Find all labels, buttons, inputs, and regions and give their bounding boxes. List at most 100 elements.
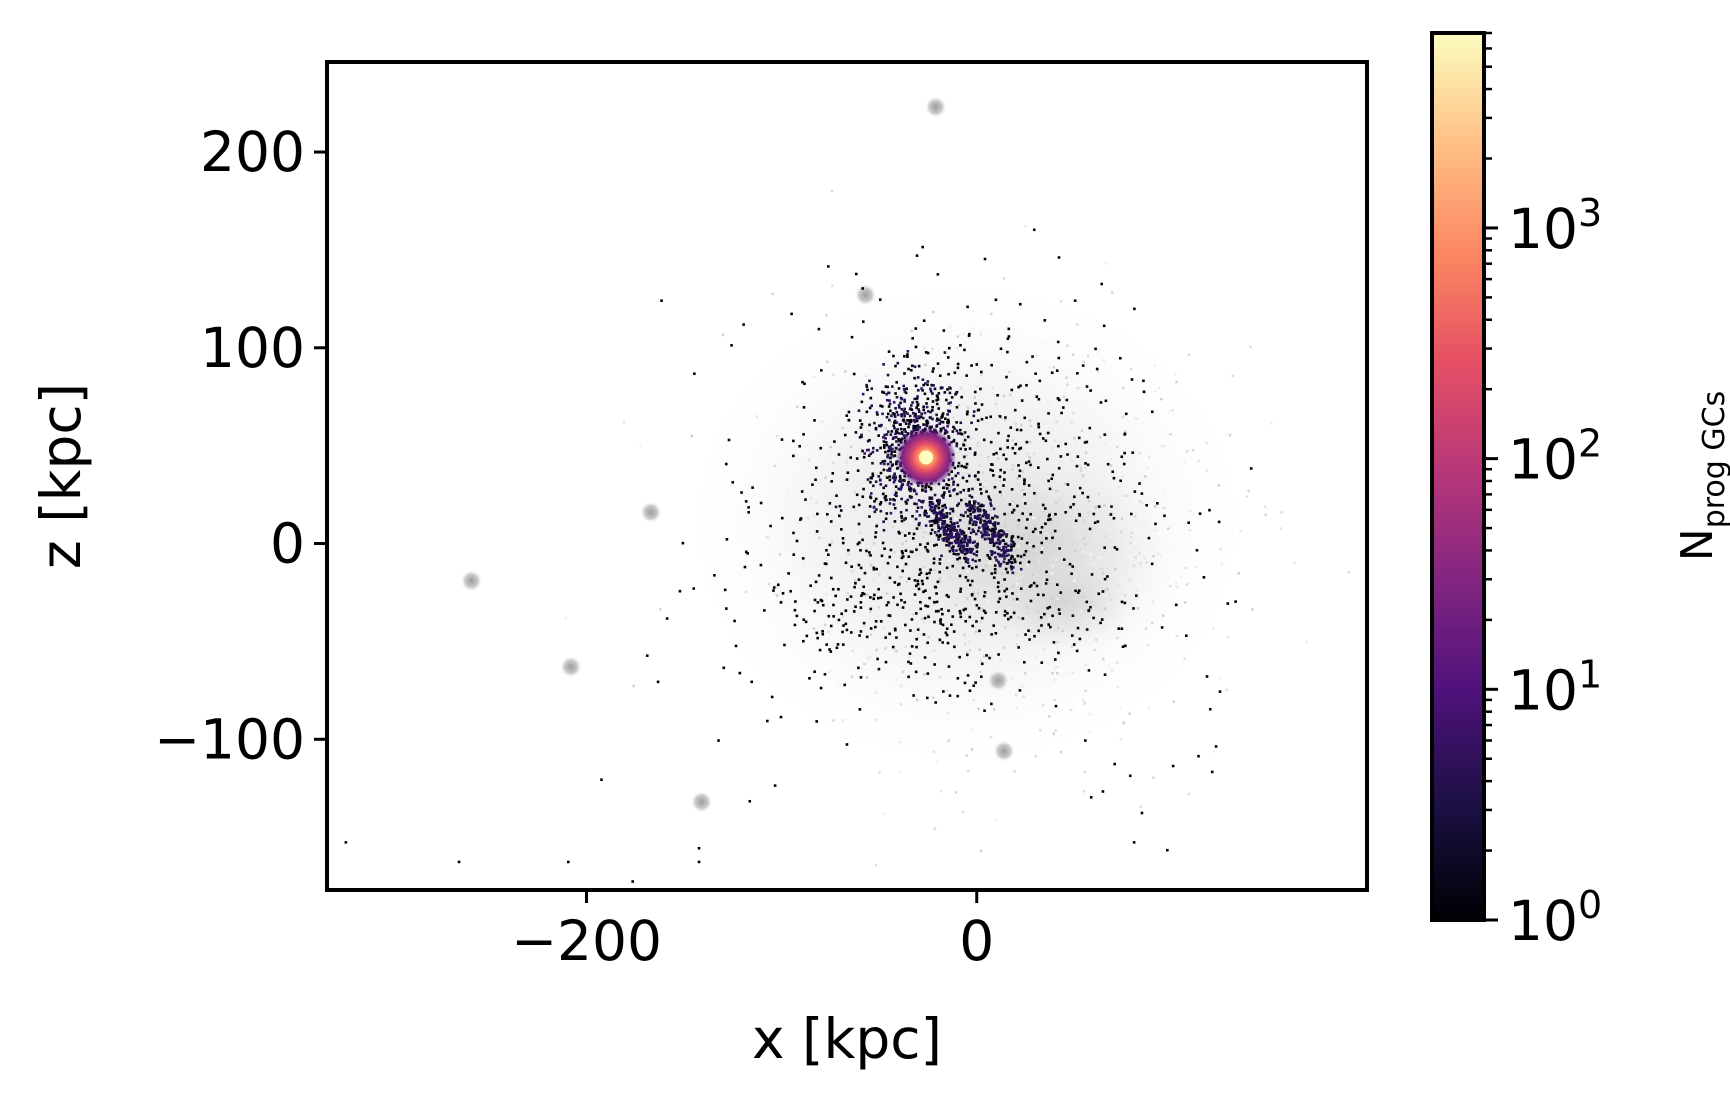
scatter-point <box>942 493 946 497</box>
scatter-point <box>819 446 823 450</box>
scatter-point <box>888 399 891 402</box>
scatter-point <box>1007 544 1010 548</box>
scatter-point <box>833 440 836 443</box>
halo-pixel <box>845 460 848 464</box>
scatter-point <box>834 594 837 598</box>
scatter-point <box>1043 319 1047 322</box>
halo-pixel <box>1031 566 1035 570</box>
halo-pixel <box>1055 458 1058 462</box>
scatter-point <box>906 412 909 415</box>
scatter-point <box>861 538 864 542</box>
halo-pixel <box>947 546 951 550</box>
scatter-point <box>924 589 927 592</box>
scatter-point <box>990 702 993 706</box>
halo-pixel <box>969 449 973 452</box>
scatter-point <box>882 436 885 439</box>
scatter-point <box>1120 627 1124 630</box>
scatter-point <box>838 504 842 508</box>
halo-pixel <box>1073 579 1076 583</box>
satellite-blob <box>639 501 662 524</box>
scatter-point <box>960 539 963 543</box>
scatter-point <box>900 431 904 434</box>
scatter-point <box>1032 544 1035 548</box>
scatter-point <box>941 508 945 512</box>
halo-pixel <box>991 386 994 389</box>
scatter-point <box>1040 525 1044 529</box>
scatter-point <box>949 401 952 404</box>
scatter-point <box>945 633 949 637</box>
halo-pixel <box>1089 553 1092 556</box>
scatter-point <box>1072 643 1076 646</box>
scatter-point <box>913 502 916 506</box>
scatter-point <box>942 533 946 536</box>
scatter-point <box>886 469 889 472</box>
scatter-point <box>879 446 882 450</box>
halo-pixel <box>843 610 846 614</box>
scatter-point <box>910 550 914 554</box>
scatter-point <box>974 523 978 527</box>
scatter-point <box>974 474 977 478</box>
halo-pixel <box>912 587 915 590</box>
scatter-point <box>1050 371 1054 375</box>
halo-pixel <box>1014 572 1017 575</box>
halo-pixel <box>962 516 965 519</box>
scatter-point <box>891 645 895 649</box>
halo-pixel <box>1053 698 1057 702</box>
halo-pixel <box>1115 661 1119 664</box>
scatter-point <box>945 543 948 547</box>
scatter-point <box>863 571 867 575</box>
scatter-point <box>1004 567 1008 571</box>
scatter-point <box>942 528 946 532</box>
halo-pixel <box>1003 418 1007 422</box>
halo-pixel <box>973 396 976 399</box>
scatter-point <box>967 564 971 568</box>
scatter-point <box>940 420 943 424</box>
halo-pixel <box>891 526 895 529</box>
scatter-point <box>949 520 953 524</box>
scatter-point <box>759 563 763 567</box>
scatter-point <box>946 421 949 424</box>
scatter-point <box>997 431 1000 435</box>
scatter-point <box>1010 561 1014 565</box>
scatter-point <box>985 531 989 534</box>
halo-pixel <box>875 473 879 476</box>
halo-pixel <box>807 458 811 462</box>
scatter-point <box>878 298 882 301</box>
halo-pixel <box>1013 399 1017 402</box>
scatter-point <box>966 435 970 439</box>
halo-pixel <box>1058 560 1062 564</box>
halo-pixel <box>949 616 953 619</box>
scatter-point <box>1234 600 1237 603</box>
halo-pixel <box>1154 529 1157 532</box>
scatter-point <box>847 410 851 414</box>
scatter-point <box>1007 559 1011 562</box>
scatter-point <box>949 526 952 529</box>
scatter-point <box>1076 626 1080 630</box>
scatter-point <box>943 514 947 518</box>
halo-pixel <box>1046 400 1050 404</box>
scatter-point <box>971 487 974 491</box>
scatter-point <box>835 494 838 498</box>
scatter-point <box>1077 589 1081 592</box>
halo-pixel <box>952 486 955 490</box>
scatter-point <box>862 455 866 459</box>
scatter-point <box>895 447 898 450</box>
halo-pixel <box>1021 492 1024 496</box>
scatter-point <box>907 660 910 664</box>
scatter-point <box>631 880 634 883</box>
scatter-point <box>877 587 880 591</box>
scatter-point <box>1002 484 1005 487</box>
scatter-point <box>908 407 912 411</box>
scatter-point <box>1011 555 1014 559</box>
scatter-point <box>1005 595 1008 599</box>
scatter-point <box>939 622 943 625</box>
scatter-point <box>898 479 901 483</box>
scatter-point <box>959 421 963 425</box>
halo-pixel <box>922 530 926 534</box>
scatter-point <box>1085 440 1089 444</box>
scatter-point <box>913 376 916 380</box>
scatter-point <box>1071 565 1075 568</box>
halo-pixel <box>1086 354 1090 358</box>
scatter-point <box>1009 548 1013 552</box>
scatter-point <box>660 299 663 302</box>
